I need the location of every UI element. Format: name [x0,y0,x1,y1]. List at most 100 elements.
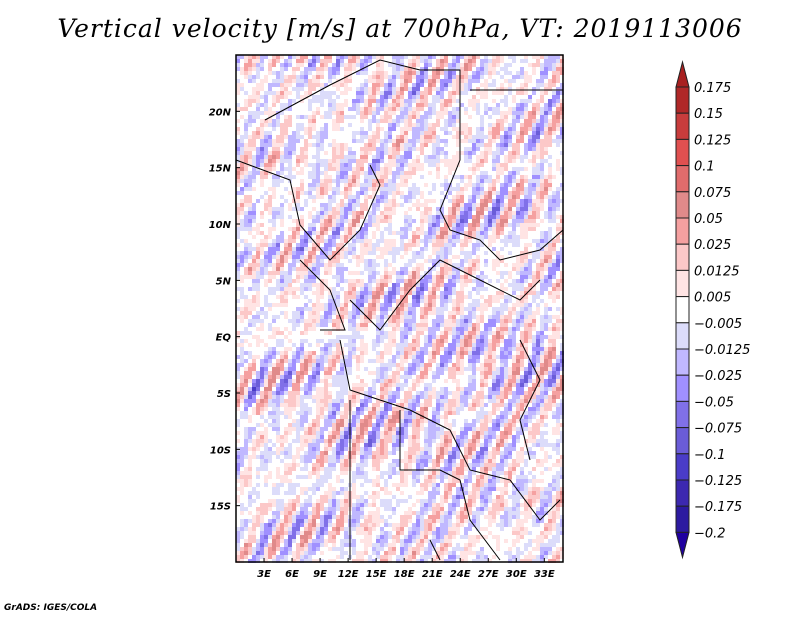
field-cell [444,131,448,135]
field-cell [528,155,532,159]
field-cell [332,99,336,103]
field-cell [484,239,488,243]
field-cell [432,79,436,83]
field-cell [368,171,372,175]
field-cell [504,239,508,243]
field-cell [336,159,340,163]
field-cell [428,151,432,155]
field-cell [532,139,536,143]
field-cell [264,259,268,263]
field-cell [460,95,464,99]
field-cell [560,91,564,95]
field-cell [464,167,468,171]
field-cell [464,195,468,199]
field-cell [456,263,460,267]
field-cell [352,151,356,155]
field-cell [316,231,320,235]
field-cell [416,175,420,179]
field-cell [280,119,284,123]
field-cell [380,295,384,299]
field-cell [416,267,420,271]
field-cell [416,275,420,279]
field-cell [372,199,376,203]
field-cell [544,175,548,179]
field-cell [384,259,388,263]
field-cell [408,267,412,271]
field-cell [300,215,304,219]
field-cell [540,271,544,275]
field-cell [312,55,316,59]
field-cell [444,195,448,199]
field-cell [348,135,352,139]
field-cell [500,247,504,251]
field-cell [308,199,312,203]
field-cell [556,95,560,99]
field-cell [380,167,384,171]
field-cell [484,155,488,159]
field-cell [356,83,360,87]
field-cell [360,227,364,231]
field-cell [304,135,308,139]
field-cell [472,143,476,147]
field-cell [364,155,368,159]
field-cell [280,211,284,215]
field-cell [336,67,340,71]
field-cell [412,99,416,103]
field-cell [424,227,428,231]
field-cell [276,71,280,75]
field-cell [244,91,248,95]
field-cell [248,115,252,119]
field-cell [396,147,400,151]
field-cell [284,275,288,279]
field-cell [484,247,488,251]
field-cell [276,211,280,215]
field-cell [528,131,532,135]
field-cell [428,287,432,291]
field-cell [276,75,280,79]
field-cell [368,283,372,287]
field-cell [384,119,388,123]
field-cell [372,87,376,91]
field-cell [300,99,304,103]
field-cell [500,243,504,247]
field-cell [420,71,424,75]
field-cell [332,247,336,251]
field-cell [292,95,296,99]
field-cell [256,223,260,227]
field-cell [452,263,456,267]
field-cell [392,71,396,75]
field-cell [260,275,264,279]
field-cell [528,139,532,143]
field-cell [512,199,516,203]
field-cell [512,259,516,263]
field-cell [416,111,420,115]
field-cell [352,263,356,267]
field-cell [420,295,424,299]
field-cell [268,179,272,183]
field-cell [492,183,496,187]
field-cell [548,191,552,195]
field-cell [272,119,276,123]
field-cell [516,259,520,263]
field-cell [476,179,480,183]
field-cell [476,111,480,115]
field-cell [256,171,260,175]
field-cell [420,67,424,71]
field-cell [296,123,300,127]
field-cell [300,143,304,147]
field-cell [556,191,560,195]
field-cell [360,283,364,287]
field-cell [236,187,240,191]
field-cell [296,255,300,259]
field-cell [244,195,248,199]
field-cell [420,195,424,199]
field-cell [392,223,396,227]
field-cell [496,231,500,235]
field-cell [396,219,400,223]
field-cell [328,107,332,111]
field-cell [376,79,380,83]
field-cell [248,59,252,63]
field-cell [296,283,300,287]
field-cell [412,139,416,143]
field-cell [500,91,504,95]
